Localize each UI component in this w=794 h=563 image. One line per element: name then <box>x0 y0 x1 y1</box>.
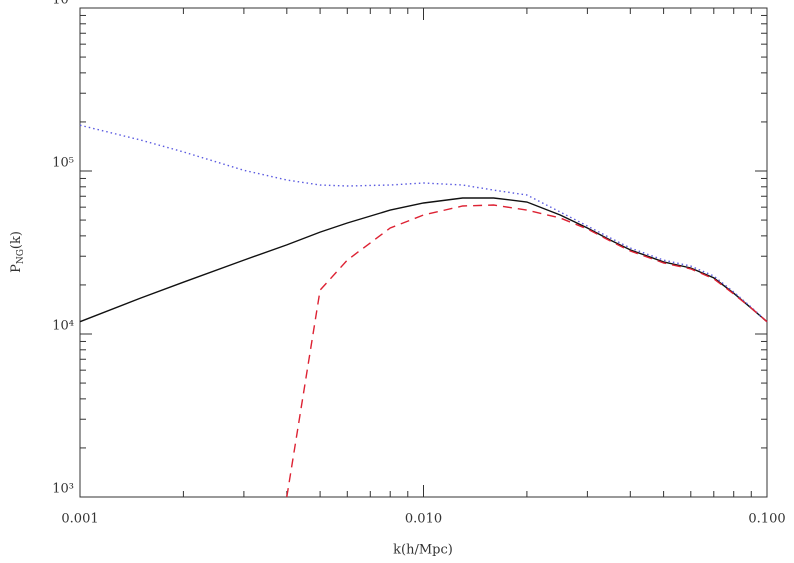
plot-frame <box>79 7 768 498</box>
series-line <box>79 124 768 323</box>
series-line <box>286 204 768 498</box>
y-tick-label: 10⁶ <box>52 0 74 8</box>
x-tick-label: 0.010 <box>405 512 442 527</box>
y-label-sub: NG <box>16 249 26 264</box>
series-line <box>79 197 768 323</box>
y-label-tail: (k) <box>9 231 24 249</box>
y-axis-label: PNG(k) <box>9 231 26 273</box>
y-tick-label: 10⁵ <box>52 156 74 171</box>
x-tick-label: 0.100 <box>748 512 785 527</box>
y-tick-label: 10³ <box>52 482 74 497</box>
y-tick-label: 10⁴ <box>52 319 74 334</box>
x-tick-label: 0.001 <box>61 512 98 527</box>
x-axis-label: k(h/Mpc) <box>393 543 453 558</box>
y-label-main: P <box>9 264 24 273</box>
